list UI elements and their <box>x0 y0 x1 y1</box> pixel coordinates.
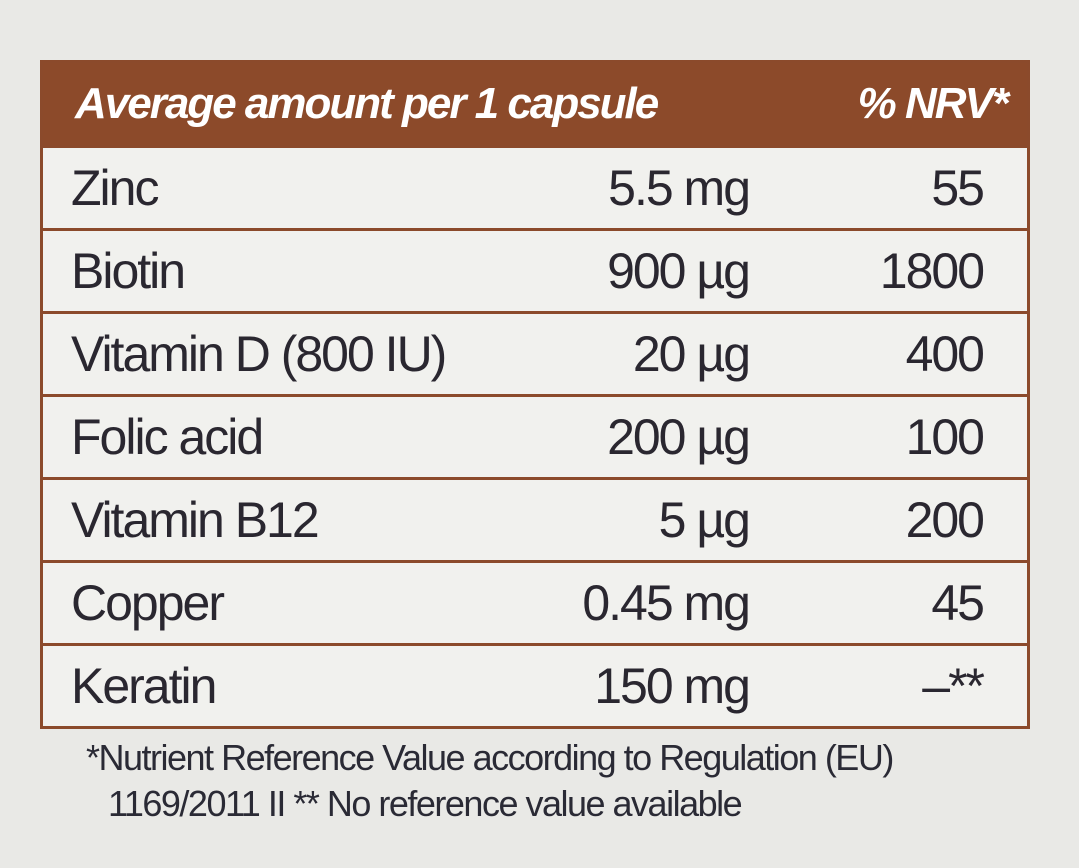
table-cell: 5.5 mg <box>608 160 751 216</box>
nutrition-table: Average amount per 1 capsule % NRV* Zinc 5.… <box>40 60 1030 729</box>
table-row: Folic acid 200 µg 100 <box>43 394 1027 477</box>
table-cell: 150 mg <box>594 658 751 714</box>
table-row: Vitamin D (800 IU) 20 µg 400 <box>43 311 1027 394</box>
table-cell: Zinc <box>71 160 159 216</box>
table-row: Keratin 150 mg –** <box>43 643 1027 726</box>
table-cell: Vitamin B12 <box>71 492 320 548</box>
footnote: *Nutrient Reference Value according to R… <box>86 735 894 827</box>
table-cell: Biotin <box>71 243 186 299</box>
header-cell: Average amount per 1 capsule <box>75 79 659 128</box>
table-cell: 100 <box>905 409 985 465</box>
table-cell: 200 µg <box>607 409 751 465</box>
table-row: Copper 0.45 mg 45 <box>43 560 1027 643</box>
table-cell: 20 µg <box>632 326 751 382</box>
table-row: Biotin 900 µg 1800 <box>43 228 1027 311</box>
footnote-line: 1169/2011 II ** No reference value avail… <box>108 783 743 824</box>
header-cell: % NRV* <box>857 79 1009 128</box>
table-cell: 900 µg <box>607 243 751 299</box>
header-row: Average amount per 1 capsule % NRV* <box>43 63 1027 145</box>
table-cell: Keratin <box>71 658 217 714</box>
table-cell: Folic acid <box>71 409 264 465</box>
table-cell: 5 µg <box>658 492 751 548</box>
table-cell: Copper <box>71 575 225 631</box>
table-row: Vitamin B12 5 µg 200 <box>43 477 1027 560</box>
footnote-line: *Nutrient Reference Value according to R… <box>86 737 894 778</box>
table-cell: –** <box>922 658 985 714</box>
table-cell: 0.45 mg <box>582 575 751 631</box>
table-cell: 45 <box>931 575 985 631</box>
table-row: Zinc 5.5 mg 55 <box>43 145 1027 228</box>
table-cell: 200 <box>905 492 985 548</box>
table-cell: 55 <box>931 160 985 216</box>
table-cell: Vitamin D (800 IU) <box>71 326 447 382</box>
table-cell: 400 <box>905 326 985 382</box>
table-cell: 1800 <box>879 243 985 299</box>
